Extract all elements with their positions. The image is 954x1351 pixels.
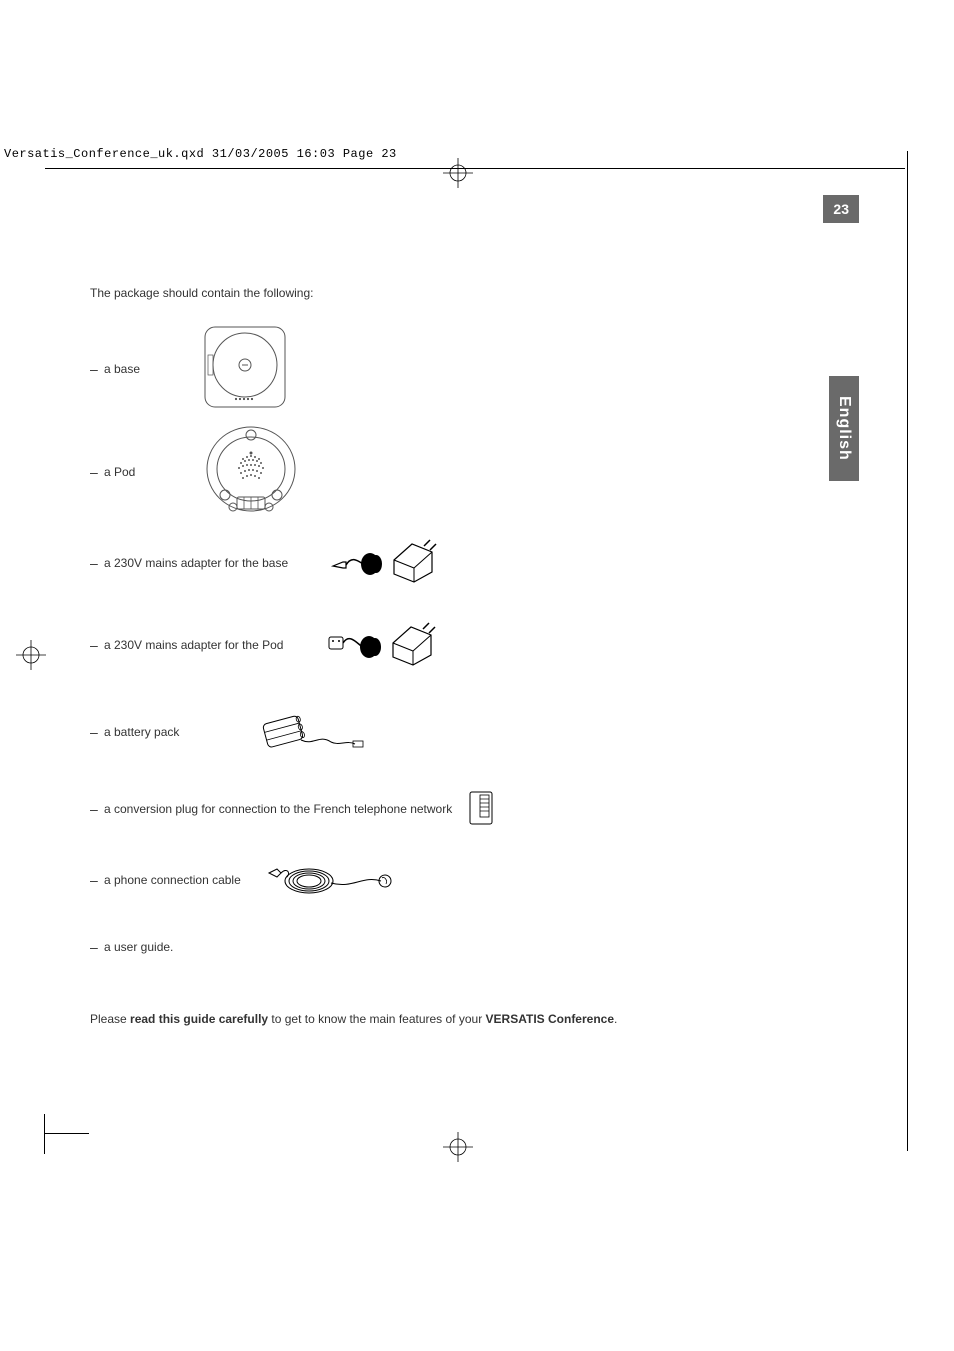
registration-mark-top-icon [443, 158, 473, 188]
list-item: – a 230V mains adapter for the base [90, 530, 850, 596]
crop-rule-bottom [44, 1133, 89, 1134]
closing-bold2: VERSATIS Conference [486, 1012, 614, 1026]
crop-rule-top [45, 168, 905, 169]
list-item: – a Pod [90, 424, 850, 520]
list-item: – a user guide. [90, 922, 850, 972]
item-label: a 230V mains adapter for the Pod [104, 638, 283, 652]
list-item: – a conversion plug for connection to th… [90, 780, 850, 838]
dash-icon: – [90, 361, 104, 377]
list-item: – a battery pack [90, 694, 850, 770]
closing-post: . [614, 1012, 617, 1026]
intro-text: The package should contain the following… [90, 286, 850, 300]
list-item: – a phone connection cable [90, 848, 850, 912]
closing-pre: Please [90, 1012, 130, 1026]
dash-icon: – [90, 724, 104, 740]
item-label: a 230V mains adapter for the base [104, 556, 288, 570]
list-item: – a 230V mains adapter for the Pod [90, 606, 850, 684]
phone-cable-icon [263, 859, 403, 902]
content-area: The package should contain the following… [90, 286, 850, 1026]
item-label: a battery pack [104, 725, 179, 739]
item-label: a phone connection cable [104, 873, 241, 887]
closing-text: Please read this guide carefully to get … [90, 1012, 850, 1026]
dash-icon: – [90, 637, 104, 653]
item-label: a base [104, 362, 140, 376]
conversion-plug-icon [468, 790, 494, 829]
dash-icon: – [90, 872, 104, 888]
header-filename: Versatis_Conference_uk.qxd 31/03/2005 16… [4, 147, 397, 161]
closing-bold1: read this guide carefully [130, 1012, 268, 1026]
pod-device-icon [203, 423, 299, 522]
list-item: – a base [90, 324, 850, 414]
base-device-icon [200, 325, 290, 414]
closing-mid: to get to know the main features of your [268, 1012, 485, 1026]
dash-icon: – [90, 464, 104, 480]
item-label: a conversion plug for connection to the … [104, 802, 452, 816]
dash-icon: – [90, 939, 104, 955]
dash-icon: – [90, 555, 104, 571]
item-label: a Pod [104, 465, 135, 479]
dash-icon: – [90, 801, 104, 817]
item-label: a user guide. [104, 940, 173, 954]
crop-rule-left-bottom [44, 1114, 45, 1154]
registration-mark-bottom-icon [443, 1132, 473, 1162]
mains-adapter-base-icon [328, 538, 438, 589]
crop-rule-right [907, 151, 908, 1151]
battery-pack-icon [259, 706, 369, 759]
registration-mark-left-icon [16, 640, 46, 670]
mains-adapter-pod-icon [327, 619, 437, 672]
page-number: 23 [823, 195, 859, 223]
